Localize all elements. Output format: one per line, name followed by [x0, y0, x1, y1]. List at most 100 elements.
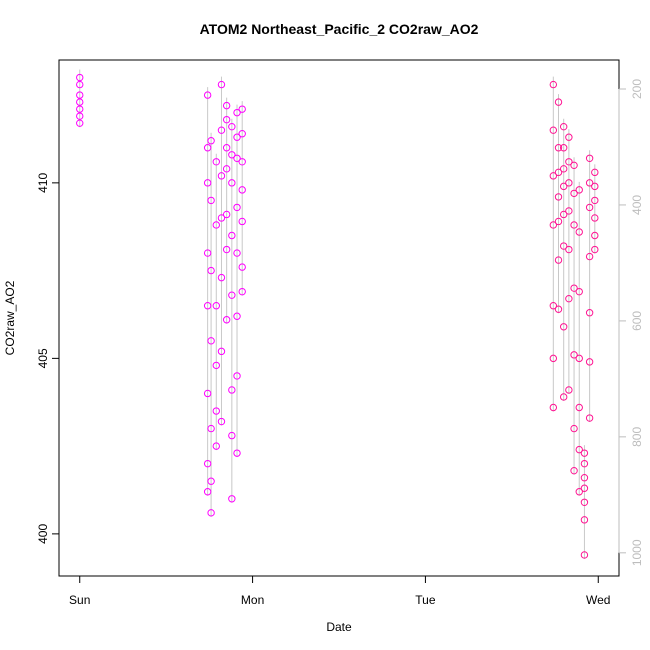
data-point — [549, 126, 558, 134]
data-point — [233, 154, 241, 162]
data-point — [222, 115, 231, 124]
x-tick-label: Tue — [415, 593, 436, 607]
data-point — [580, 474, 589, 482]
data-point — [222, 316, 231, 324]
data-point — [228, 179, 236, 187]
data-point — [580, 551, 589, 559]
x-tick-label: Wed — [586, 593, 610, 607]
data-point — [233, 312, 241, 320]
data-point — [565, 133, 573, 141]
data-point — [570, 351, 578, 359]
data-point — [575, 403, 583, 412]
data-point — [559, 144, 568, 152]
data-point — [76, 105, 84, 113]
y2-tick-label: 400 — [630, 195, 644, 215]
y-axis-right: 200 400 600 800 1000 — [618, 79, 644, 566]
data-point — [549, 302, 558, 310]
data-point — [238, 217, 246, 226]
data-point — [585, 154, 594, 162]
data-point — [565, 207, 573, 215]
data-point — [580, 459, 589, 468]
data-point — [222, 144, 231, 152]
data-point — [575, 488, 583, 496]
y-tick-label: 410 — [36, 173, 50, 193]
data-point — [207, 196, 215, 205]
data-point — [228, 291, 236, 299]
data-point — [585, 414, 594, 422]
data-point — [203, 389, 212, 398]
data-point — [212, 361, 220, 370]
data-point — [228, 431, 236, 440]
y2-tick-label: 800 — [630, 427, 644, 447]
data-point — [203, 91, 212, 99]
data-point — [565, 245, 573, 254]
data-point — [228, 231, 236, 240]
data-point — [591, 245, 599, 254]
data-point — [554, 168, 563, 177]
data-point — [207, 337, 215, 345]
data-point — [575, 287, 583, 296]
data-point — [591, 214, 599, 222]
data-point — [233, 449, 241, 457]
data-point — [76, 112, 84, 120]
data-point — [76, 91, 84, 99]
y2-tick-label: 600 — [630, 311, 644, 331]
data-point — [549, 221, 558, 229]
data-point — [203, 459, 212, 468]
data-point — [575, 445, 583, 454]
data-point — [554, 305, 563, 313]
data-point — [575, 228, 583, 236]
data-point — [228, 386, 236, 394]
data-point — [575, 186, 583, 194]
data-point — [559, 182, 568, 191]
plot-frame — [58, 59, 620, 577]
data-point — [217, 80, 226, 89]
data-point — [549, 80, 558, 89]
data-point — [580, 484, 589, 492]
y2-tick-label: 200 — [630, 79, 644, 99]
data-point — [570, 221, 578, 229]
data-point — [570, 424, 578, 433]
data-point — [76, 119, 84, 127]
data-point — [570, 284, 578, 292]
data-point — [228, 495, 236, 503]
data-point — [217, 172, 226, 180]
data-point — [212, 302, 220, 310]
data-point — [580, 498, 589, 506]
data-point — [585, 203, 594, 212]
data-point — [585, 252, 594, 261]
data-point — [212, 407, 220, 415]
data-point — [217, 273, 226, 282]
data-point — [554, 217, 563, 226]
points-layer — [76, 73, 599, 559]
data-point — [549, 354, 558, 363]
y-axis-label: CO2raw_AO2 — [3, 280, 17, 355]
data-point — [585, 309, 594, 317]
data-point — [549, 403, 558, 412]
data-point — [570, 161, 578, 170]
data-point — [570, 189, 578, 198]
data-point — [238, 105, 246, 113]
data-point — [222, 165, 231, 173]
chart-title: ATOM2 Northeast_Pacific_2 CO2raw_AO2 — [200, 21, 479, 37]
data-point — [238, 287, 246, 296]
data-point — [565, 386, 573, 394]
y-tick-label: 405 — [36, 348, 50, 368]
data-point — [570, 466, 578, 475]
data-point — [238, 263, 246, 271]
x-axis-label: Date — [326, 620, 352, 634]
data-point — [212, 158, 220, 166]
data-point — [585, 358, 594, 366]
data-point — [76, 98, 84, 106]
data-point — [233, 133, 241, 141]
data-point — [207, 477, 215, 485]
data-point — [233, 372, 241, 380]
data-point — [580, 516, 589, 524]
data-point — [559, 323, 568, 331]
data-point — [233, 108, 241, 117]
data-point — [559, 122, 568, 131]
data-point — [207, 424, 215, 433]
y-axis-left: 400 405 410 — [36, 173, 59, 544]
